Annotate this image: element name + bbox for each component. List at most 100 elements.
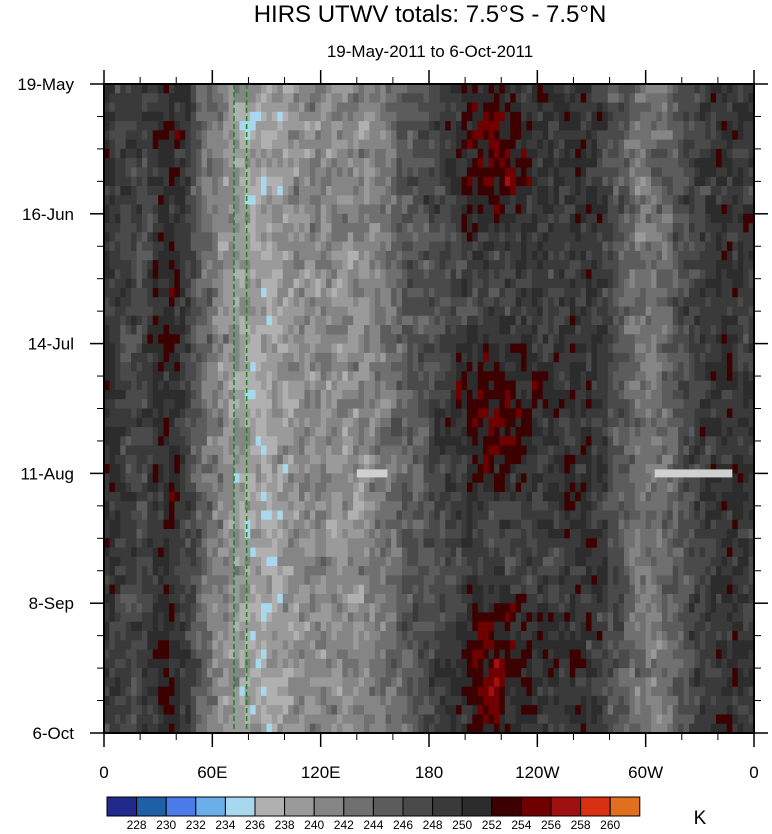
field-cell xyxy=(336,223,343,233)
field-cell xyxy=(699,334,706,345)
field-cell xyxy=(645,176,652,187)
field-cell xyxy=(125,371,132,382)
field-cell xyxy=(342,260,349,271)
field-cell xyxy=(401,399,408,410)
field-cell xyxy=(158,278,165,289)
field-cell xyxy=(445,195,452,206)
field-cell xyxy=(732,427,739,437)
field-cell xyxy=(320,436,327,447)
field-cell xyxy=(748,111,754,122)
field-cell xyxy=(515,111,522,122)
field-cell xyxy=(656,343,663,354)
field-cell xyxy=(618,102,625,113)
field-cell xyxy=(228,464,235,474)
field-cell xyxy=(136,176,143,187)
field-cell xyxy=(380,102,387,113)
field-cell xyxy=(667,436,674,447)
field-cell xyxy=(223,399,230,410)
field-cell xyxy=(179,343,186,354)
field-cell xyxy=(466,269,473,280)
field-cell xyxy=(689,130,696,141)
field-cell xyxy=(223,121,230,131)
field-cell xyxy=(510,176,517,187)
field-cell xyxy=(385,371,392,382)
field-cell xyxy=(391,380,398,391)
field-cell xyxy=(391,417,398,428)
field-cell xyxy=(553,454,560,465)
field-cell xyxy=(374,278,381,289)
field-cell xyxy=(483,269,490,280)
field-cell xyxy=(667,111,674,122)
field-cell xyxy=(634,306,641,317)
field-cell xyxy=(266,427,273,437)
field-cell xyxy=(374,204,381,215)
field-cell xyxy=(456,315,463,326)
field-cell xyxy=(699,287,706,298)
field-cell xyxy=(347,176,354,187)
field-cell xyxy=(347,102,354,113)
field-cell xyxy=(315,213,322,224)
field-cell xyxy=(494,297,501,308)
field-cell xyxy=(445,334,452,345)
field-cell xyxy=(412,445,419,456)
field-cell xyxy=(634,408,641,419)
field-cell xyxy=(548,223,555,233)
field-cell xyxy=(109,464,116,474)
field-cell xyxy=(483,102,490,113)
field-cell xyxy=(732,250,739,261)
field-cell xyxy=(163,93,170,104)
field-cell xyxy=(743,445,750,456)
field-cell xyxy=(699,176,706,187)
field-cell xyxy=(309,158,316,169)
field-cell xyxy=(456,427,463,437)
field-cell xyxy=(613,269,620,280)
field-cell xyxy=(683,185,690,196)
field-cell xyxy=(526,269,533,280)
field-cell xyxy=(640,111,647,122)
field-cell xyxy=(358,111,365,122)
field-cell xyxy=(147,185,154,196)
field-cell xyxy=(261,204,268,215)
field-cell xyxy=(575,158,582,169)
field-cell xyxy=(104,399,111,410)
field-cell xyxy=(521,362,528,373)
field-cell xyxy=(553,362,560,373)
field-cell xyxy=(634,371,641,382)
field-cell xyxy=(282,427,289,437)
field-cell xyxy=(347,93,354,104)
field-cell xyxy=(201,232,208,243)
field-cell xyxy=(147,315,154,326)
field-cell xyxy=(331,334,338,345)
field-cell xyxy=(634,427,641,437)
field-cell xyxy=(104,352,111,363)
field-cell xyxy=(683,343,690,354)
field-cell xyxy=(737,84,744,94)
field-cell xyxy=(380,362,387,373)
field-cell xyxy=(613,399,620,410)
field-cell xyxy=(726,278,733,289)
field-cell xyxy=(282,84,289,94)
field-cell xyxy=(645,148,652,159)
field-cell xyxy=(450,454,457,465)
field-cell xyxy=(250,195,257,206)
field-cell xyxy=(331,260,338,271)
field-cell xyxy=(586,399,593,410)
field-cell xyxy=(613,287,620,298)
field-cell xyxy=(347,223,354,233)
field-cell xyxy=(136,454,143,465)
field-cell xyxy=(521,195,528,206)
field-cell xyxy=(282,464,289,474)
field-cell xyxy=(255,213,262,224)
field-cell xyxy=(726,250,733,261)
field-cell xyxy=(288,269,295,280)
field-cell xyxy=(141,352,148,363)
field-cell xyxy=(477,297,484,308)
field-cell xyxy=(591,93,598,104)
field-cell xyxy=(607,389,614,400)
field-cell xyxy=(689,111,696,122)
field-cell xyxy=(472,287,479,298)
field-cell xyxy=(315,371,322,382)
field-cell xyxy=(217,148,224,159)
field-cell xyxy=(656,241,663,252)
field-cell xyxy=(434,195,441,206)
